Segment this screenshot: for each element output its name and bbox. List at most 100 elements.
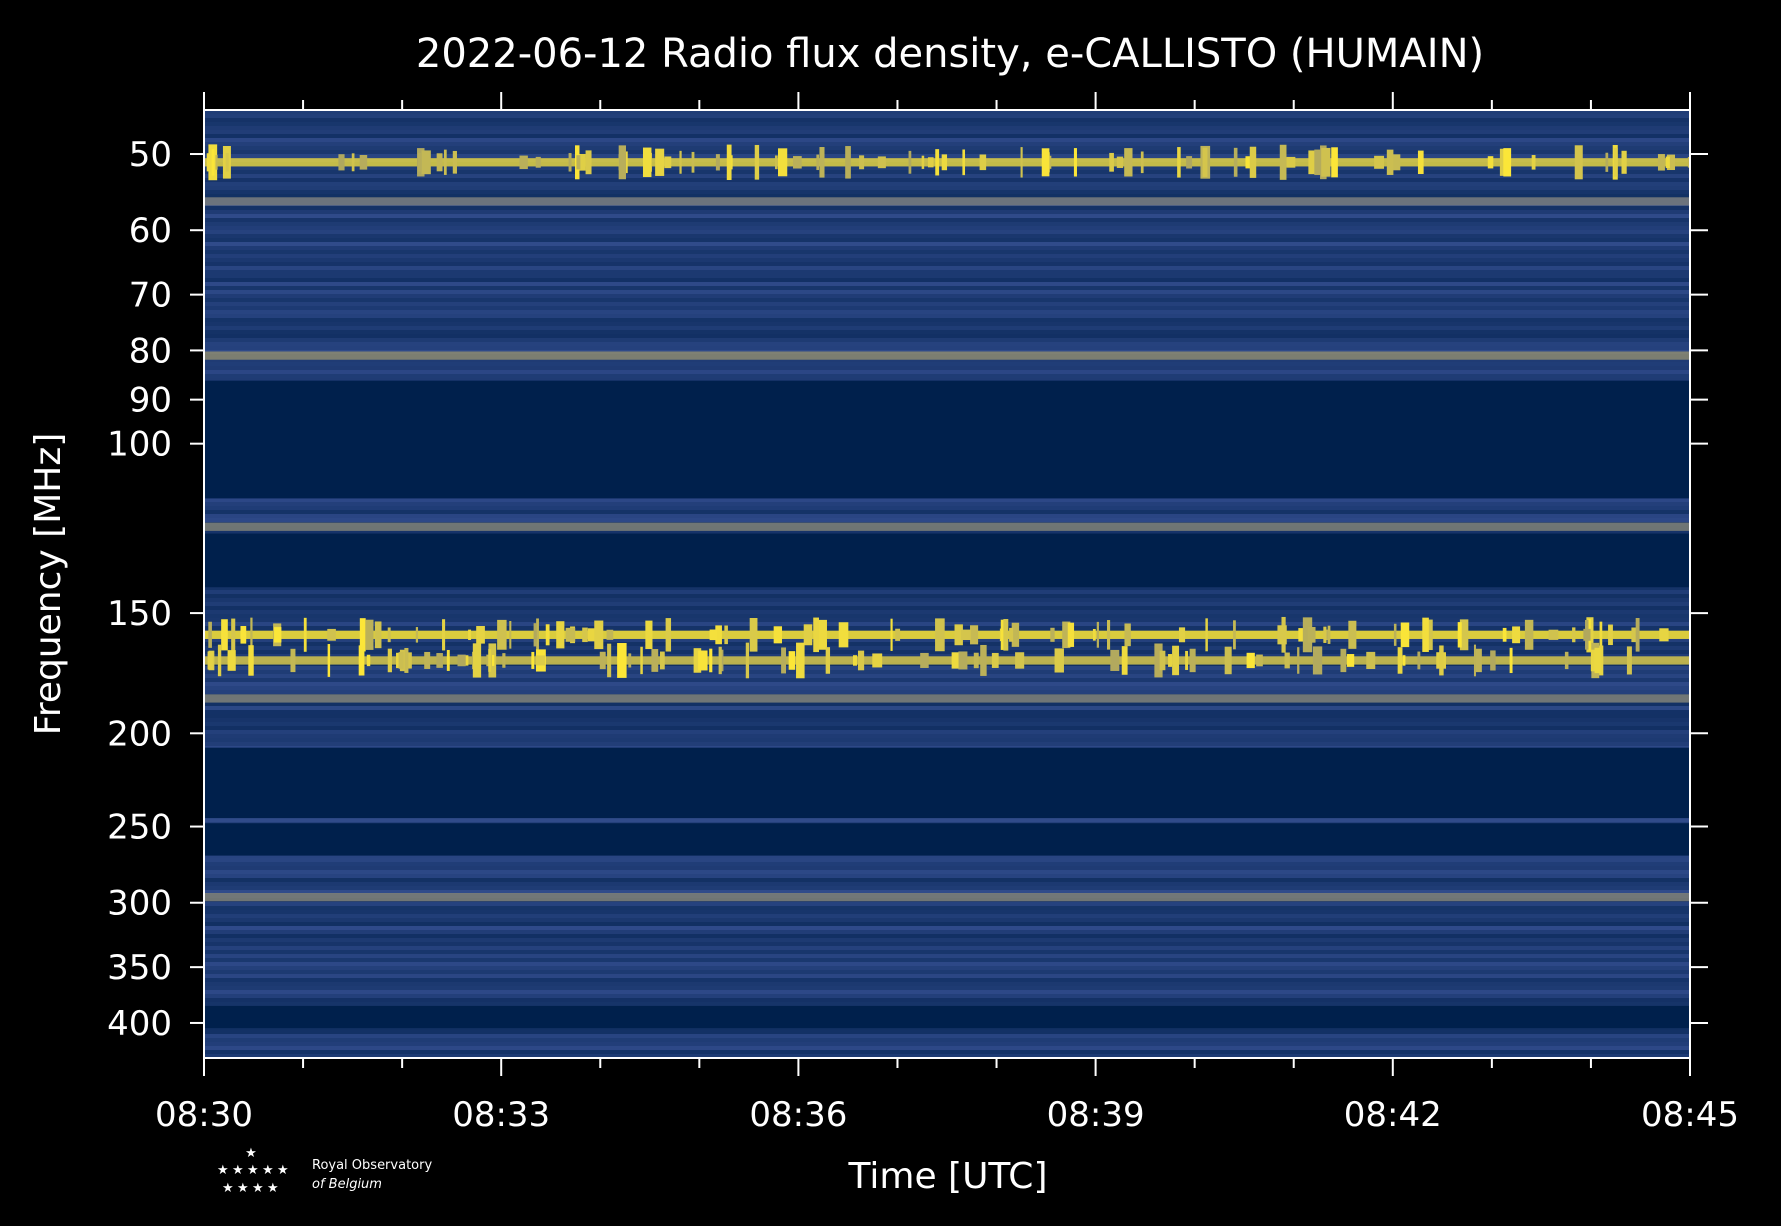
- noise-stripe: [204, 342, 1690, 346]
- burst-streak: [1205, 618, 1208, 652]
- burst-streak: [535, 156, 541, 168]
- burst-streak: [1502, 627, 1507, 642]
- noise-stripe: [204, 666, 1690, 670]
- y-tick-label: 60: [129, 211, 172, 251]
- noise-stripe: [204, 322, 1690, 326]
- burst-streak: [1574, 145, 1583, 180]
- burst-streak: [1499, 148, 1505, 176]
- burst-streak: [774, 155, 778, 170]
- burst-streak: [417, 153, 421, 172]
- burst-streak: [1011, 622, 1020, 647]
- noise-stripe: [204, 670, 1690, 674]
- burst-streak: [1417, 651, 1421, 670]
- y-tick-label: 80: [129, 331, 172, 371]
- svg-text:★: ★: [247, 1163, 259, 1178]
- burst-streak: [207, 651, 213, 670]
- burst-streak: [577, 153, 586, 171]
- burst-streak: [1312, 646, 1323, 675]
- bright-band-5: [204, 656, 1690, 665]
- burst-streak: [1096, 621, 1099, 648]
- noise-stripe: [204, 874, 1690, 878]
- x-axis: 08:30 08:33 08:36 08:39 08:42 08:45: [155, 92, 1739, 1135]
- noise-stripe: [204, 594, 1690, 598]
- noise-stripe: [204, 938, 1690, 942]
- burst-streak: [1003, 619, 1009, 651]
- noise-stripe: [204, 646, 1690, 650]
- noise-stripe: [204, 942, 1690, 946]
- svg-text:★: ★: [262, 1163, 274, 1178]
- burst-streak: [1277, 625, 1287, 645]
- noise-stripe: [204, 310, 1690, 314]
- burst-streak: [709, 648, 713, 673]
- burst-streak: [852, 655, 858, 666]
- noise-stripe: [204, 1030, 1690, 1034]
- noise-stripe: [204, 714, 1690, 718]
- burst-streak: [1374, 155, 1385, 169]
- burst-streak: [1621, 150, 1627, 174]
- svg-text:★: ★: [232, 1163, 244, 1178]
- x-tick-label: 08:39: [1047, 1095, 1145, 1135]
- burst-streak: [818, 619, 827, 650]
- burst-streak: [398, 652, 404, 669]
- noise-stripe: [204, 318, 1690, 322]
- noise-stripe: [204, 954, 1690, 958]
- burst-streak: [1298, 628, 1306, 642]
- burst-streak: [895, 628, 901, 641]
- burst-streak: [1307, 626, 1316, 643]
- burst-streak: [446, 649, 450, 671]
- burst-streak: [659, 651, 665, 670]
- burst-streak: [1687, 156, 1691, 168]
- burst-streak: [1327, 625, 1331, 644]
- noise-stripe: [204, 718, 1690, 722]
- burst-streak: [954, 624, 963, 646]
- plot-frame: [203, 109, 1691, 1059]
- burst-streak: [274, 627, 282, 643]
- svg-text:★: ★: [222, 1181, 234, 1196]
- noise-stripe: [204, 230, 1690, 234]
- burst-streak: [327, 628, 336, 641]
- burst-streak: [777, 148, 788, 177]
- burst-streak: [1110, 649, 1120, 671]
- burst-streak: [587, 628, 596, 642]
- y-tick-label: 50: [129, 135, 172, 175]
- burst-streak: [665, 618, 672, 652]
- masked-band-2: [204, 747, 1690, 819]
- burst-streak: [803, 624, 813, 646]
- noise-stripe: [204, 210, 1690, 214]
- burst-streak: [208, 621, 212, 648]
- burst-streak: [857, 650, 865, 671]
- burst-streak: [1599, 621, 1603, 648]
- stars-icon: ★ ★ ★ ★ ★ ★ ★ ★ ★ ★: [217, 1146, 289, 1196]
- burst-streak: [819, 147, 825, 178]
- noise-stripe: [204, 610, 1690, 614]
- noise-stripe: [204, 118, 1690, 122]
- burst-streak: [497, 619, 507, 650]
- burst-streak: [720, 649, 724, 672]
- noise-stripe: [204, 234, 1690, 238]
- burst-streak: [793, 156, 802, 169]
- burst-streak: [1366, 651, 1376, 670]
- noise-stripe: [204, 966, 1690, 970]
- burst-streak: [327, 644, 331, 677]
- burst-streak: [468, 629, 472, 641]
- noise-stripe: [204, 934, 1690, 938]
- svg-text:★: ★: [277, 1163, 289, 1178]
- burst-streak: [628, 653, 632, 668]
- burst-streak: [1613, 147, 1618, 177]
- burst-streak: [366, 654, 371, 667]
- burst-streak: [1475, 648, 1482, 673]
- noise-stripe: [204, 278, 1690, 282]
- noise-stripe: [204, 626, 1690, 630]
- burst-streak: [1159, 650, 1166, 671]
- burst-streak: [693, 648, 702, 673]
- burst-streak: [1279, 144, 1287, 180]
- y-tick-label: 70: [129, 276, 172, 316]
- noise-stripe: [204, 110, 1690, 114]
- noise-stripe: [204, 586, 1690, 590]
- burst-streak: [1400, 622, 1410, 648]
- burst-streak: [980, 644, 987, 676]
- noise-stripe: [204, 922, 1690, 926]
- burst-streak: [640, 646, 643, 675]
- y-tick-label: 100: [107, 425, 172, 465]
- burst-streak: [1635, 618, 1640, 652]
